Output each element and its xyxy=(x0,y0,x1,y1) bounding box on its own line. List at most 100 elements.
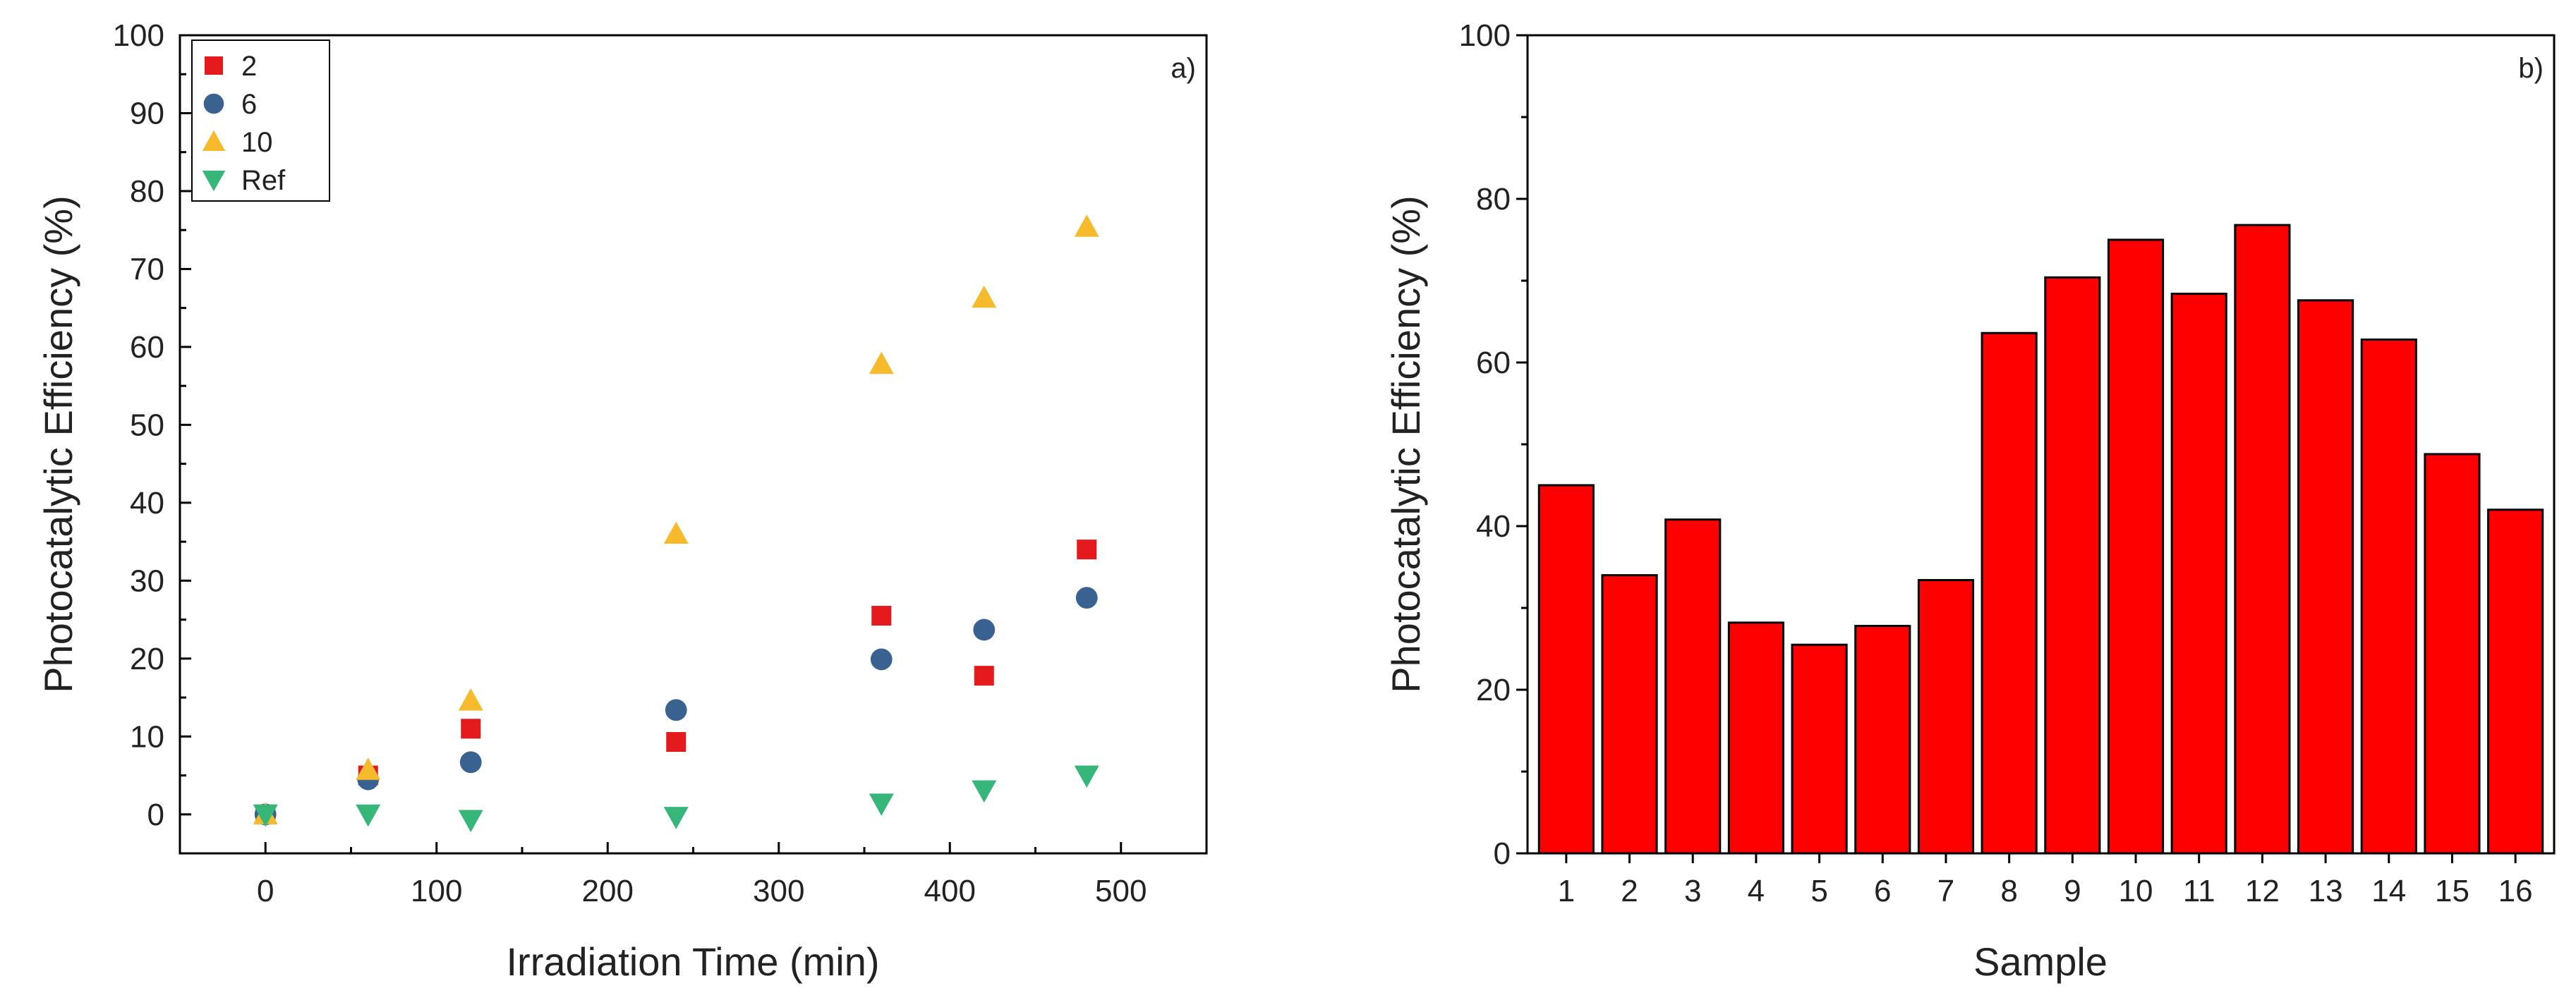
data-point xyxy=(663,521,689,544)
y-tick-label: 80 xyxy=(1476,182,1511,217)
y-tick-label: 20 xyxy=(130,642,164,676)
bar xyxy=(2044,276,2101,855)
x-tick-label: 0 xyxy=(257,874,274,908)
data-point xyxy=(356,757,381,780)
data-point xyxy=(974,666,994,686)
data-point xyxy=(869,793,894,816)
y-tick-label: 80 xyxy=(130,174,164,209)
bar xyxy=(2170,293,2227,855)
y-tick-label: 20 xyxy=(1476,673,1511,707)
x-axis-title: Sample xyxy=(1973,939,2108,984)
series-6 xyxy=(254,587,1098,826)
y-tick-label: 70 xyxy=(130,252,164,286)
bar xyxy=(1537,484,1595,855)
x-tick-label: 10 xyxy=(2119,874,2153,908)
x-tick-label: 14 xyxy=(2371,874,2406,908)
data-point xyxy=(459,751,482,774)
bar xyxy=(1727,621,1784,855)
x-tick-label: 4 xyxy=(1748,874,1765,908)
y-tick-label: 10 xyxy=(130,719,164,754)
data-point xyxy=(666,732,687,753)
x-axis-ticks: 0 100 200 300 400 500 xyxy=(257,842,1147,908)
data-point xyxy=(870,648,893,671)
data-point xyxy=(461,719,481,739)
x-tick-label: 1 xyxy=(1558,874,1575,908)
bar xyxy=(1601,574,1658,855)
legend-marker xyxy=(202,130,226,151)
legend-label: 10 xyxy=(241,127,273,158)
data-points xyxy=(253,214,1099,832)
data-point xyxy=(871,606,892,626)
data-point xyxy=(1074,214,1099,237)
legend-label: Ref xyxy=(241,165,286,196)
x-tick-label: 500 xyxy=(1095,874,1147,908)
x-tick-label: 200 xyxy=(582,874,634,908)
data-point xyxy=(1074,765,1099,788)
bar xyxy=(1664,518,1722,855)
x-tick-label: 6 xyxy=(1874,874,1891,908)
y-tick-label: 60 xyxy=(130,330,164,365)
y-axis-title: Photocatalytic Efficiency (%) xyxy=(36,195,80,693)
data-point xyxy=(973,619,996,641)
data-point xyxy=(869,351,894,374)
legend-marker xyxy=(203,93,224,114)
data-point xyxy=(972,780,997,803)
data-point xyxy=(663,807,689,829)
y-tick-label: 90 xyxy=(130,96,164,130)
x-tick-label: 5 xyxy=(1810,874,1827,908)
x-tick-label: 8 xyxy=(2000,874,2017,908)
data-point xyxy=(1075,587,1098,609)
bar xyxy=(2297,299,2354,855)
series-Ref xyxy=(253,765,1099,832)
data-point xyxy=(1077,540,1097,560)
bars xyxy=(1537,224,2544,855)
panel-label: b) xyxy=(2518,53,2544,84)
x-tick-label: 12 xyxy=(2245,874,2280,908)
data-point xyxy=(972,285,997,308)
x-tick-label: 3 xyxy=(1684,874,1701,908)
bar xyxy=(1981,331,2038,855)
bar xyxy=(2487,508,2544,855)
bar xyxy=(1917,579,1975,855)
series-2 xyxy=(255,540,1097,824)
x-tick-label: 11 xyxy=(2183,874,2215,908)
y-axis-title: Photocatalytic Efficiency (%) xyxy=(1384,195,1428,693)
x-tick-label: 9 xyxy=(2064,874,2081,908)
x-axis-title: Irradiation Time (min) xyxy=(506,939,879,984)
bar xyxy=(2234,224,2291,855)
data-point xyxy=(356,804,381,827)
y-axis-ticks: 0 10 20 30 40 50 60 70 80 90 100 xyxy=(113,18,191,832)
y-tick-label: 40 xyxy=(1476,509,1511,544)
x-tick-label: 16 xyxy=(2498,874,2533,908)
data-point xyxy=(458,810,483,832)
y-tick-label: 60 xyxy=(1476,346,1511,380)
y-tick-label: 40 xyxy=(130,486,164,520)
x-axis-ticks: 1 2 3 4 5 6 7 8 9 10 11 12 13 14 15 16 xyxy=(1558,853,2533,908)
data-point xyxy=(665,699,687,721)
y-tick-label: 100 xyxy=(113,18,164,53)
bar xyxy=(2360,339,2417,855)
legend-marker xyxy=(202,171,226,192)
y-tick-label: 0 xyxy=(147,798,164,832)
y-tick-label: 50 xyxy=(130,408,164,442)
bar xyxy=(2424,453,2481,855)
bar xyxy=(2107,238,2165,855)
y-tick-label: 30 xyxy=(130,563,164,598)
y-tick-label: 100 xyxy=(1459,18,1511,53)
x-tick-label: 13 xyxy=(2309,874,2343,908)
plot-frame xyxy=(179,34,1208,855)
legend: 2 6 10 Ref xyxy=(191,39,330,202)
x-tick-label: 2 xyxy=(1621,874,1638,908)
x-tick-label: 15 xyxy=(2435,874,2469,908)
x-tick-label: 300 xyxy=(753,874,804,908)
x-tick-label: 400 xyxy=(924,874,976,908)
legend-label: 2 xyxy=(241,51,257,82)
data-point xyxy=(253,804,278,827)
y-axis-ticks: 0 20 40 60 80 100 xyxy=(1459,18,1528,871)
bar xyxy=(1791,643,1848,855)
panel-label: a) xyxy=(1171,53,1196,84)
data-point xyxy=(458,688,483,711)
